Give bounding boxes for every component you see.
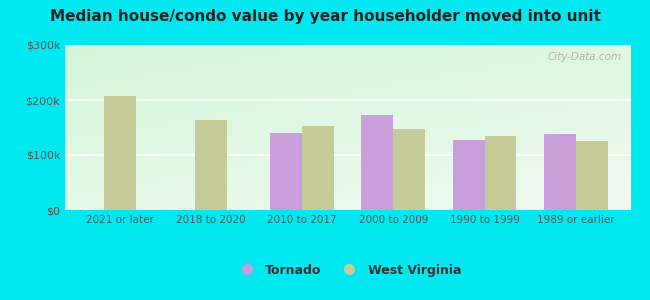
- Legend: Tornado, West Virginia: Tornado, West Virginia: [227, 257, 468, 283]
- Bar: [544, 134, 576, 210]
- Bar: [576, 141, 608, 210]
- Bar: [484, 136, 517, 210]
- Bar: [104, 96, 136, 210]
- Bar: [361, 116, 393, 210]
- Bar: [452, 140, 484, 210]
- Bar: [270, 133, 302, 210]
- Bar: [302, 126, 334, 210]
- Bar: [393, 129, 425, 210]
- Text: City-Data.com: City-Data.com: [548, 52, 622, 61]
- Bar: [195, 120, 227, 210]
- Text: Median house/condo value by year householder moved into unit: Median house/condo value by year househo…: [49, 9, 601, 24]
